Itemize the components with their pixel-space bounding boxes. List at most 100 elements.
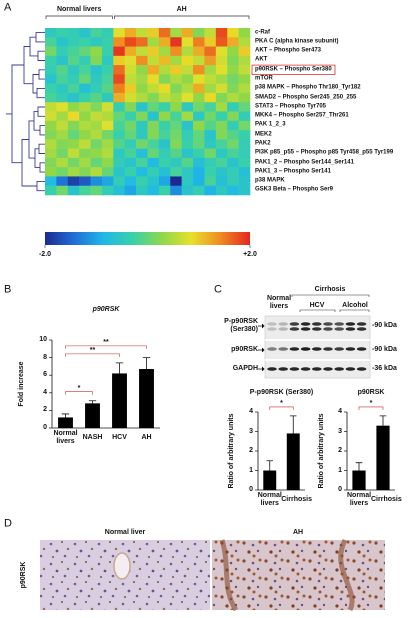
heatmap-cell xyxy=(170,28,182,38)
heatmap-cell xyxy=(158,185,171,196)
blot-band xyxy=(289,367,300,371)
heatmap-cell xyxy=(101,28,114,38)
heatmap-cell xyxy=(204,28,217,38)
blot-size-label: -36 kDa xyxy=(372,364,397,372)
y-tick-label: 0 xyxy=(249,485,253,493)
heatmap-cell xyxy=(204,176,217,187)
blot-band xyxy=(323,322,333,326)
y-tick-label: 1 xyxy=(249,466,253,474)
y-tick-label: 0 xyxy=(338,485,342,493)
heatmap-cell xyxy=(90,65,103,75)
heatmap-cell xyxy=(45,139,57,149)
heatmap-cell xyxy=(204,37,217,47)
heatmap-cell xyxy=(90,46,103,57)
heatmap-cell xyxy=(215,157,228,168)
error-bar xyxy=(142,357,151,370)
heatmap-cell xyxy=(170,92,182,103)
heatmap-cell xyxy=(136,111,148,122)
heatmap-cell xyxy=(227,28,239,38)
heatmap-cell xyxy=(124,65,137,75)
error-bar xyxy=(355,462,363,471)
heatmap-cell xyxy=(204,167,217,177)
heatmap-cell xyxy=(79,167,91,177)
heatmap-cell xyxy=(113,111,126,122)
heatmap-cell xyxy=(147,92,160,103)
heatmap-cell xyxy=(67,28,80,38)
heatmap-cell xyxy=(147,148,160,159)
heatmap-cell xyxy=(124,102,137,112)
blot-band xyxy=(323,347,333,351)
panel-letter: C xyxy=(214,283,222,296)
heatmap-cell xyxy=(45,28,57,38)
heatmap-cell xyxy=(238,55,251,66)
heatmap-cell xyxy=(204,157,217,168)
heatmap-cell xyxy=(193,55,205,66)
heatmap-cell xyxy=(45,120,57,131)
heatmap-cell xyxy=(67,65,80,75)
heatmap-cell xyxy=(204,65,217,75)
heatmap-cell xyxy=(181,37,194,47)
heatmap-cell xyxy=(124,46,137,57)
bar xyxy=(263,470,277,490)
heatmap-cell xyxy=(56,148,69,159)
heatmap-cell xyxy=(136,148,148,159)
error-bar xyxy=(61,413,70,418)
heatmap-cell xyxy=(90,167,103,177)
heatmap-cell xyxy=(79,111,91,122)
heatmap-cell xyxy=(227,157,239,168)
heatmap-cell xyxy=(238,167,251,177)
heatmap-cell xyxy=(79,139,91,149)
blot-size-label: -90 kDa xyxy=(372,321,397,329)
heatmap-cell xyxy=(158,130,171,140)
heatmap-cell xyxy=(227,83,239,94)
heatmap-cell xyxy=(238,185,251,196)
heatmap-cell xyxy=(113,139,126,149)
heatmap-cell xyxy=(90,83,103,94)
heatmap-cell xyxy=(124,176,137,187)
heatmap-cell xyxy=(238,74,251,84)
heatmap-cell xyxy=(45,83,57,94)
heatmap-cell xyxy=(238,46,251,57)
heatmap-cell xyxy=(193,148,205,159)
heatmap-cell xyxy=(238,139,251,149)
heatmap-cell xyxy=(215,74,228,84)
heatmap-cell xyxy=(193,46,205,57)
x-tick-label: NASH xyxy=(82,433,103,441)
heatmap-cell xyxy=(79,185,91,196)
y-tick-label: 10 xyxy=(39,335,47,343)
x-tick-label: Cirrhosis xyxy=(281,495,312,503)
heatmap-cell xyxy=(227,55,239,66)
heatmap-cell xyxy=(136,65,148,75)
significance-label: ** xyxy=(103,338,109,346)
heatmap-cell xyxy=(45,111,57,122)
y-tick-label: 6 xyxy=(43,371,47,379)
heatmap-cell xyxy=(170,167,182,177)
heatmap-cell xyxy=(45,55,57,66)
heatmap-cell xyxy=(147,139,160,149)
heatmap-cell xyxy=(158,120,171,131)
heatmap-cell xyxy=(215,120,228,131)
heatmap-cell xyxy=(101,92,114,103)
heatmap-cell xyxy=(158,28,171,38)
heatmap-cell xyxy=(136,176,148,187)
heatmap-cell xyxy=(215,176,228,187)
heatmap-cell xyxy=(67,111,80,122)
row-label: MKK4 – Phospho Ser257_Thr261 xyxy=(255,112,349,119)
heatmap-cell xyxy=(56,185,69,196)
heatmap-cell xyxy=(193,111,205,122)
blot-band xyxy=(356,347,367,351)
heatmap-cell xyxy=(170,139,182,149)
heatmap-cell xyxy=(147,185,160,196)
heatmap-cell xyxy=(113,28,126,38)
heatmap-cell xyxy=(170,37,182,47)
heatmap-cell xyxy=(45,74,57,84)
heatmap-cell xyxy=(56,130,69,140)
x-tick-label: Normal livers xyxy=(53,429,78,445)
heatmap-cell xyxy=(113,74,126,84)
heatmap-cell xyxy=(215,167,228,177)
heatmap-cell xyxy=(238,102,251,112)
heatmap-cell xyxy=(136,139,148,149)
heatmap-cell xyxy=(45,157,57,168)
heatmap-cell xyxy=(227,148,239,159)
row-label: PAK1_3 – Phospho Ser141 xyxy=(255,168,331,175)
